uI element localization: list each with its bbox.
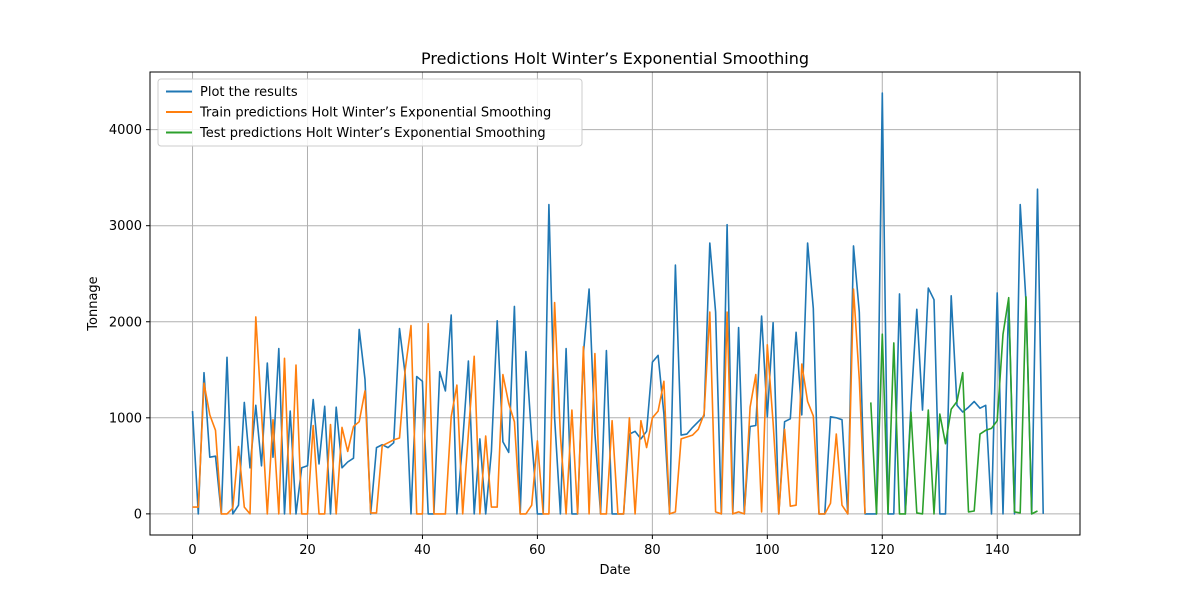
legend: Plot the results Train predictions Holt W… — [157, 78, 583, 147]
x-tick-label: 20 — [299, 543, 316, 558]
x-tick-label: 100 — [755, 543, 780, 558]
x-tick-label: 120 — [870, 543, 895, 558]
x-tick-label: 60 — [529, 543, 546, 558]
legend-box — [157, 78, 583, 147]
legend-entry: Plot the results — [200, 85, 298, 100]
x-tick-label: 40 — [414, 543, 431, 558]
chart-title: Predictions Holt Winter’s Exponential Sm… — [421, 49, 809, 68]
legend-entry: Test predictions Holt Winter’s Exponenti… — [199, 126, 546, 141]
y-tick-label: 0 — [134, 507, 142, 522]
legend-entry: Train predictions Holt Winter’s Exponent… — [199, 106, 551, 121]
y-tick-label: 2000 — [109, 315, 142, 330]
y-tick-label: 1000 — [109, 411, 142, 426]
series-layer — [191, 92, 1044, 515]
y-axis-label: Tonnage — [86, 276, 101, 331]
series-line-2 — [192, 288, 866, 515]
y-tick-label: 4000 — [109, 123, 142, 138]
x-tick-label: 140 — [985, 543, 1010, 558]
x-tick-label: 0 — [188, 543, 196, 558]
axis-ticks: 0 20 40 60 80 100 120 140 0 1000 2000 3000 4000 — [109, 123, 1010, 558]
plot-frame — [149, 71, 1081, 536]
series-line-3 — [870, 295, 1038, 515]
x-tick-label: 80 — [644, 543, 661, 558]
y-tick-label: 3000 — [109, 219, 142, 234]
x-axis-label: Date — [599, 563, 630, 578]
